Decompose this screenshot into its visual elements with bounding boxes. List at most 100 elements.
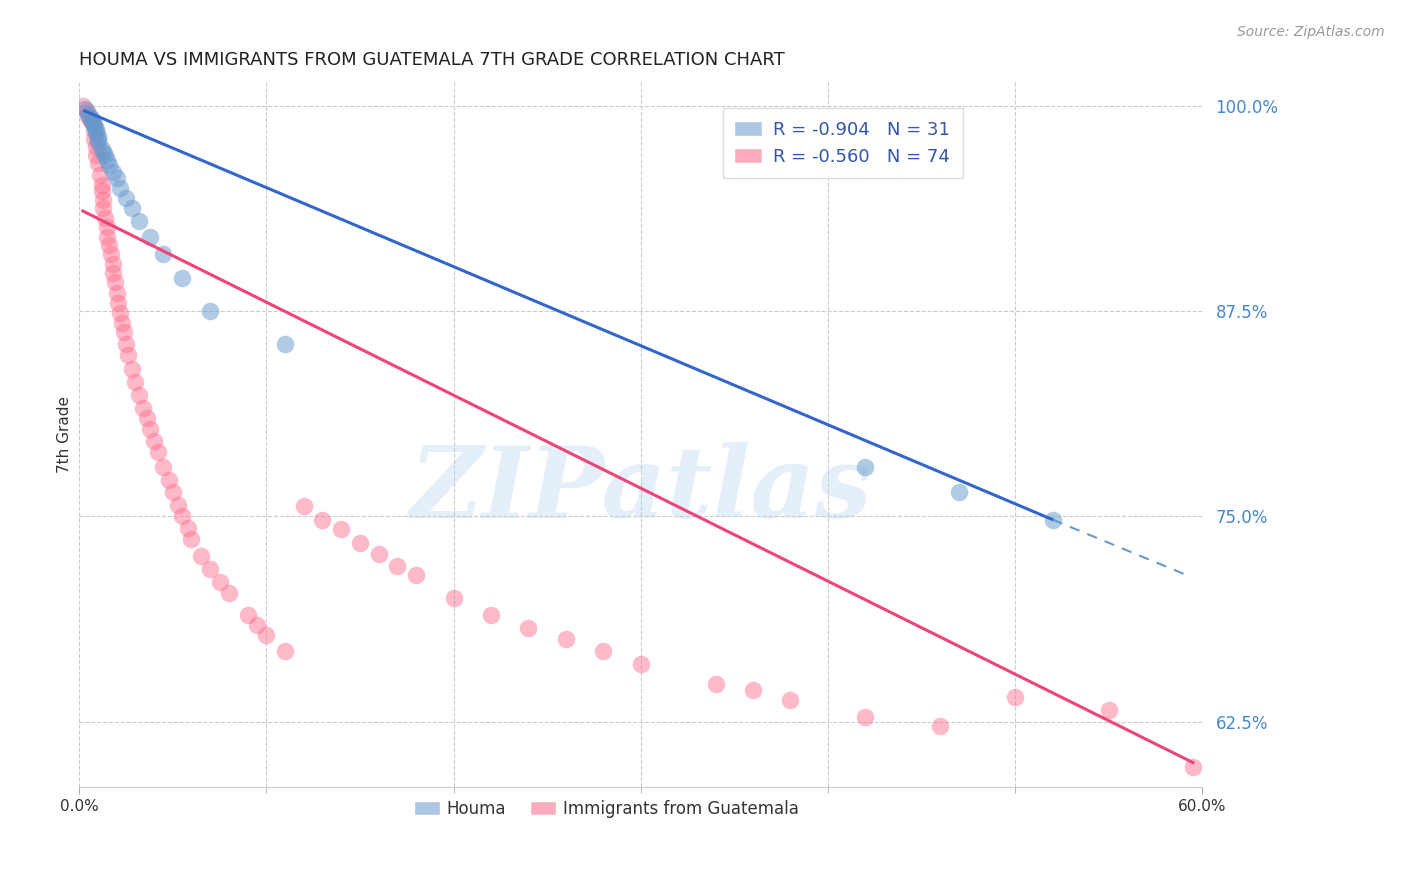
Point: [96, 220, 118, 235]
Point: [367, 547, 389, 561]
Point: [172, 271, 194, 285]
Point: [554, 632, 576, 647]
Point: [94, 211, 117, 225]
Point: [779, 693, 801, 707]
Point: [82, 115, 104, 129]
Point: [90, 142, 112, 156]
Point: [101, 266, 124, 280]
Point: [143, 434, 166, 448]
Point: [742, 683, 765, 698]
Point: [87, 135, 110, 149]
Point: [94, 148, 117, 162]
Point: [112, 326, 135, 340]
Point: [111, 316, 134, 330]
Point: [89, 168, 111, 182]
Point: [93, 201, 115, 215]
Point: [110, 306, 132, 320]
Point: [704, 677, 727, 691]
Point: [96, 230, 118, 244]
Point: [83, 132, 105, 146]
Point: [79, 111, 101, 125]
Point: [90, 178, 112, 192]
Point: [135, 410, 157, 425]
Point: [72, 99, 94, 113]
Point: [87, 128, 110, 143]
Legend: Houma, Immigrants from Guatemala: Houma, Immigrants from Guatemala: [409, 793, 806, 825]
Point: [853, 460, 876, 475]
Point: [84, 148, 107, 162]
Point: [98, 158, 121, 172]
Point: [172, 509, 194, 524]
Point: [152, 246, 174, 260]
Point: [274, 337, 297, 351]
Point: [104, 275, 127, 289]
Point: [139, 422, 162, 436]
Point: [115, 337, 138, 351]
Point: [105, 286, 128, 301]
Point: [198, 562, 221, 576]
Point: [157, 473, 180, 487]
Point: [121, 361, 143, 376]
Point: [929, 719, 952, 733]
Point: [246, 617, 269, 632]
Point: [274, 644, 297, 658]
Point: [630, 657, 652, 671]
Text: HOUMA VS IMMIGRANTS FROM GUATEMALA 7TH GRADE CORRELATION CHART: HOUMA VS IMMIGRANTS FROM GUATEMALA 7TH G…: [79, 51, 785, 69]
Point: [84, 140, 107, 154]
Point: [292, 500, 315, 514]
Point: [479, 607, 502, 622]
Point: [311, 513, 333, 527]
Point: [100, 246, 122, 260]
Point: [853, 709, 876, 723]
Point: [190, 549, 212, 563]
Point: [592, 644, 614, 658]
Point: [83, 117, 105, 131]
Point: [76, 103, 98, 118]
Point: [218, 586, 240, 600]
Point: [82, 112, 104, 127]
Point: [124, 375, 146, 389]
Point: [79, 112, 101, 127]
Point: [405, 568, 427, 582]
Point: [93, 145, 115, 159]
Point: [128, 214, 150, 228]
Point: [948, 484, 970, 499]
Point: [517, 621, 540, 635]
Point: [1004, 690, 1026, 704]
Y-axis label: 7th Grade: 7th Grade: [58, 396, 72, 473]
Point: [1098, 703, 1121, 717]
Point: [198, 304, 221, 318]
Point: [101, 164, 124, 178]
Point: [254, 627, 277, 641]
Point: [87, 132, 110, 146]
Point: [84, 125, 107, 139]
Point: [77, 107, 100, 121]
Point: [110, 181, 132, 195]
Text: Source: ZipAtlas.com: Source: ZipAtlas.com: [1237, 25, 1385, 39]
Point: [349, 535, 371, 549]
Point: [96, 153, 118, 168]
Point: [146, 445, 169, 459]
Point: [117, 349, 139, 363]
Point: [180, 533, 202, 547]
Point: [107, 296, 129, 310]
Point: [443, 591, 465, 606]
Point: [162, 484, 184, 499]
Point: [128, 388, 150, 402]
Text: ZIPatlas: ZIPatlas: [409, 442, 872, 539]
Point: [84, 122, 107, 136]
Point: [121, 201, 143, 215]
Point: [87, 156, 110, 170]
Point: [82, 115, 104, 129]
Point: [90, 184, 112, 198]
Point: [236, 607, 259, 622]
Point: [83, 123, 105, 137]
Point: [387, 558, 409, 573]
Point: [208, 574, 231, 589]
Point: [77, 109, 100, 123]
Point: [1042, 513, 1064, 527]
Point: [115, 191, 138, 205]
Point: [330, 523, 353, 537]
Point: [176, 521, 198, 535]
Point: [83, 119, 105, 133]
